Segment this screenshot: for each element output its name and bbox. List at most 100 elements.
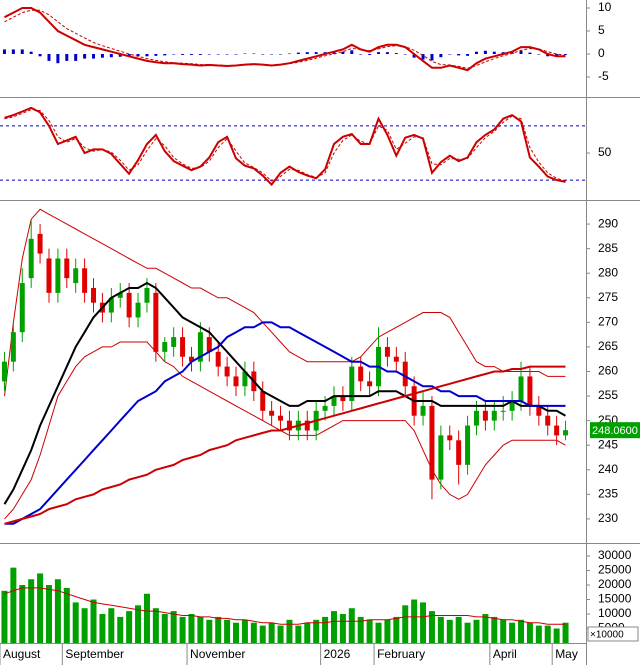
y-tick-label: 50 [598,145,612,159]
volume-bar [304,622,311,643]
candle-body [1,361,7,382]
histogram-bar [528,52,532,54]
volume-bar [509,622,516,643]
y-tick-label: 20000 [598,577,632,591]
volume-bar [143,593,150,643]
histogram-bar [412,53,416,58]
volume-bar [250,622,257,643]
candle-body [322,405,328,411]
candle-body [188,356,194,362]
moving-average [3,281,566,505]
y-tick-label: 10000 [598,606,632,620]
candle-body [197,332,203,362]
volume-bar [19,585,26,643]
y-tick-label: 245 [598,437,618,451]
histogram-bar [2,49,6,54]
candle-body [126,292,132,318]
last-price-box [590,422,640,439]
histogram-bar [127,53,131,57]
candle-body [37,233,43,254]
candle-body [269,410,275,416]
volume-bar [54,579,61,643]
volume-bar [464,622,471,643]
volume-bar [455,616,462,643]
histogram-bar [65,53,69,61]
candle-body [144,287,150,303]
volume-bar [437,616,444,643]
volume-bar [313,619,320,643]
histogram-bar [314,52,318,54]
histogram-bar [279,53,283,55]
volume-bar [170,611,177,643]
candle-body [46,258,52,293]
candle-body [420,405,426,416]
x-tick-label: May [555,647,578,661]
candle-body [242,371,248,387]
histogram-bar [368,53,372,55]
moving-average [4,365,566,525]
histogram-bar [359,53,363,55]
volume-bar [224,619,231,643]
volume-bar [277,625,284,643]
histogram-bar [189,53,193,55]
histogram-bar [430,53,434,61]
y-tick-label: 260 [598,364,618,378]
histogram-bar [377,52,381,54]
volume-bar [81,608,88,643]
volume-bar [117,616,124,643]
histogram-bar [492,51,496,54]
histogram-bar [83,53,87,59]
y-tick-label: -5 [598,69,609,83]
candle-body [384,346,390,357]
histogram-bar [305,52,309,54]
volume-bar [402,605,409,643]
volume-bar [233,622,240,643]
volume-bar [37,573,44,643]
candle-body [402,361,408,387]
histogram-bar [163,53,167,56]
histogram-bar [92,53,96,59]
volume-bar [28,579,35,643]
histogram-bar [296,52,300,54]
bollinger-band [4,341,566,520]
last-price-label: 248.0600 [592,425,638,437]
histogram-bar [457,53,461,56]
histogram-bar [403,53,407,55]
y-tick-label: 290 [598,216,618,230]
histogram-bar [243,53,247,55]
volume-bar [286,619,293,643]
volume-bar [357,616,364,643]
candle-body [563,430,569,436]
macd-line [4,9,566,69]
candle-body [162,342,168,352]
histogram-bar [234,53,238,55]
volume-bar [10,567,17,643]
candle-body [19,283,25,333]
volume-bar [322,616,329,643]
histogram-bar [11,49,15,54]
candle-body [278,415,284,421]
volume-bar [330,611,337,643]
candle-body [331,396,337,406]
unit-note: ×10000 [590,630,624,641]
histogram-bar [56,53,60,64]
volume-bar [197,616,204,643]
volume-bar [45,585,52,643]
histogram-bar [439,53,443,58]
y-tick-label: 265 [598,339,618,353]
y-tick-label: 25000 [598,563,632,577]
volume-bar [339,614,346,643]
x-tick-label: September [65,647,124,661]
histogram-bar [20,49,24,54]
y-tick-label: 285 [598,241,618,255]
candle-body [117,292,123,298]
volume-bar [126,611,133,643]
candle-body [518,376,524,401]
candle-body [438,435,444,480]
histogram-bar [225,53,229,55]
candle-body [224,366,230,377]
volume-bar [295,625,302,643]
histogram-bar [448,53,452,55]
volume-bar [348,608,355,643]
